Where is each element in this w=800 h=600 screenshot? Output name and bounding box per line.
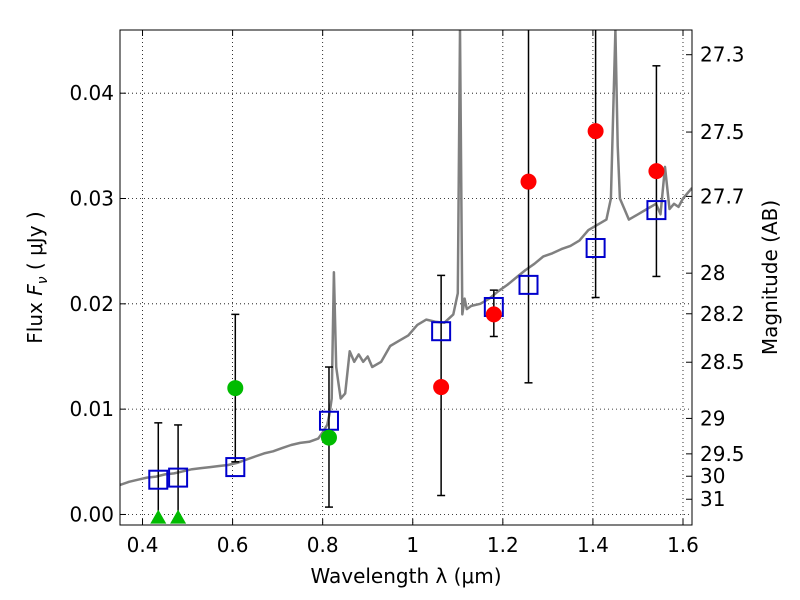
y-tick-label: 0.01: [69, 397, 114, 421]
observed-point: [320, 429, 337, 446]
model-photometry-point: [585, 238, 606, 259]
x-axis-title: Wavelength λ (μm): [310, 564, 501, 588]
model-photometry-point: [646, 200, 667, 221]
y2-tick-label: 28.5: [700, 350, 745, 374]
plot-frame: [119, 29, 693, 526]
y2-tick-label: 28.2: [700, 302, 745, 326]
x-tick-label: 0.8: [307, 533, 339, 557]
y-axis-title: Flux Fν ( μJy ): [23, 211, 51, 343]
observed-point: [587, 123, 604, 140]
y-tick-label: 0.00: [69, 502, 114, 526]
model-spectrum-layer: [120, 30, 692, 487]
y2-tick-label: 27.3: [700, 43, 745, 67]
model-photometry-point: [518, 274, 539, 295]
y2-tick-label: 29.5: [700, 442, 745, 466]
x-tick-label: 1.4: [577, 533, 609, 557]
model-spectrum-line: [120, 30, 692, 487]
y-axis-title-suffix: ( μJy ): [23, 211, 47, 276]
observed-point: [485, 306, 502, 323]
y2-tick-label: 31: [700, 487, 725, 511]
model-photometry-point: [148, 469, 169, 490]
y-axis-title-prefix: Flux: [23, 296, 47, 344]
grid: [120, 30, 692, 525]
errorbar-layer: [154, 30, 661, 518]
y-axis-left: 0.00 0.01 0.02 0.03 0.04: [69, 81, 126, 526]
y2-tick-label: 27.7: [700, 184, 745, 208]
x-tick-label: 1.2: [487, 533, 519, 557]
model-photometry-point: [431, 321, 452, 342]
x-tick-label: 1: [406, 533, 419, 557]
observed-point: [433, 379, 450, 396]
model-photometry-point: [225, 457, 246, 478]
observed-point: [520, 173, 537, 190]
upper-limit-point: [150, 509, 167, 524]
y-tick-label: 0.02: [69, 292, 114, 316]
y-tick-label: 0.04: [69, 81, 114, 105]
model-photometry-point: [168, 467, 189, 488]
y2-tick-label: 28: [700, 261, 725, 285]
x-tick-label: 1.6: [667, 533, 699, 557]
y2-tick-label: 29: [700, 406, 725, 430]
y2-tick-label: 27.5: [700, 120, 745, 144]
y-axis-title-subscript: ν: [35, 276, 51, 284]
y2-tick-label: 30: [700, 464, 725, 488]
y-tick-label: 0.03: [69, 187, 114, 211]
x-tick-label: 0.4: [127, 533, 159, 557]
y-axis-title-symbol: F: [23, 284, 47, 296]
observed-point: [648, 163, 665, 180]
x-axis: 0.4 0.6 0.8 1 1.2 1.4 1.6: [127, 30, 699, 557]
upper-limit-point: [170, 509, 187, 524]
marker-layer: [148, 123, 667, 524]
y2-axis-title: Magnitude (AB): [758, 200, 782, 355]
observed-point: [227, 380, 244, 397]
x-tick-label: 0.6: [217, 533, 249, 557]
